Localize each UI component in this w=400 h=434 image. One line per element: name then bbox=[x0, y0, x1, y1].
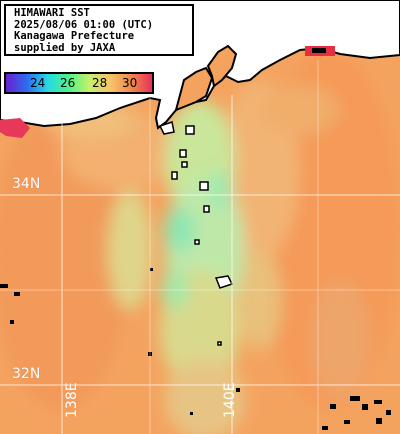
lon-label-140e: 140E bbox=[222, 382, 238, 418]
color-scale-bar bbox=[6, 74, 152, 92]
cloud-mask-pixels bbox=[0, 268, 391, 430]
lat-label-32n: 32N bbox=[12, 366, 41, 382]
island-toshima bbox=[179, 149, 187, 158]
island-miyake bbox=[203, 205, 210, 213]
title-line-region: Kanagawa Prefecture bbox=[14, 30, 135, 42]
warm-spot-west bbox=[0, 118, 30, 138]
island-aogashima bbox=[217, 341, 222, 346]
title-box: HIMAWARI SST 2025/08/06 01:00 (UTC) Kana… bbox=[4, 4, 194, 56]
legend-tick-24: 24 bbox=[30, 76, 46, 90]
island-kozu bbox=[199, 181, 209, 191]
island-oshima bbox=[158, 121, 175, 135]
color-scale-legend: 24 26 28 30 bbox=[4, 72, 154, 94]
lat-label-34n: 34N bbox=[12, 176, 41, 192]
island-niijima bbox=[181, 161, 188, 168]
title-line-datetime: 2025/08/06 01:00 (UTC) bbox=[14, 18, 154, 31]
sagami-bay bbox=[174, 66, 214, 112]
sst-field bbox=[0, 50, 400, 434]
graticule bbox=[0, 60, 400, 434]
legend-tick-30: 30 bbox=[122, 76, 138, 90]
islands bbox=[158, 121, 234, 346]
coast-pixel bbox=[312, 48, 326, 53]
title-line-credit: supplied by JAXA bbox=[14, 41, 116, 54]
title-line-product: HIMAWARI SST bbox=[14, 7, 90, 19]
legend-tick-28: 28 bbox=[92, 76, 108, 90]
legend-tick-26: 26 bbox=[60, 76, 76, 90]
island-mikura bbox=[194, 239, 200, 245]
tokyo-bay bbox=[206, 44, 238, 88]
island-shikine bbox=[171, 171, 178, 180]
island-small bbox=[185, 125, 195, 135]
lon-label-138e: 138E bbox=[64, 382, 80, 418]
